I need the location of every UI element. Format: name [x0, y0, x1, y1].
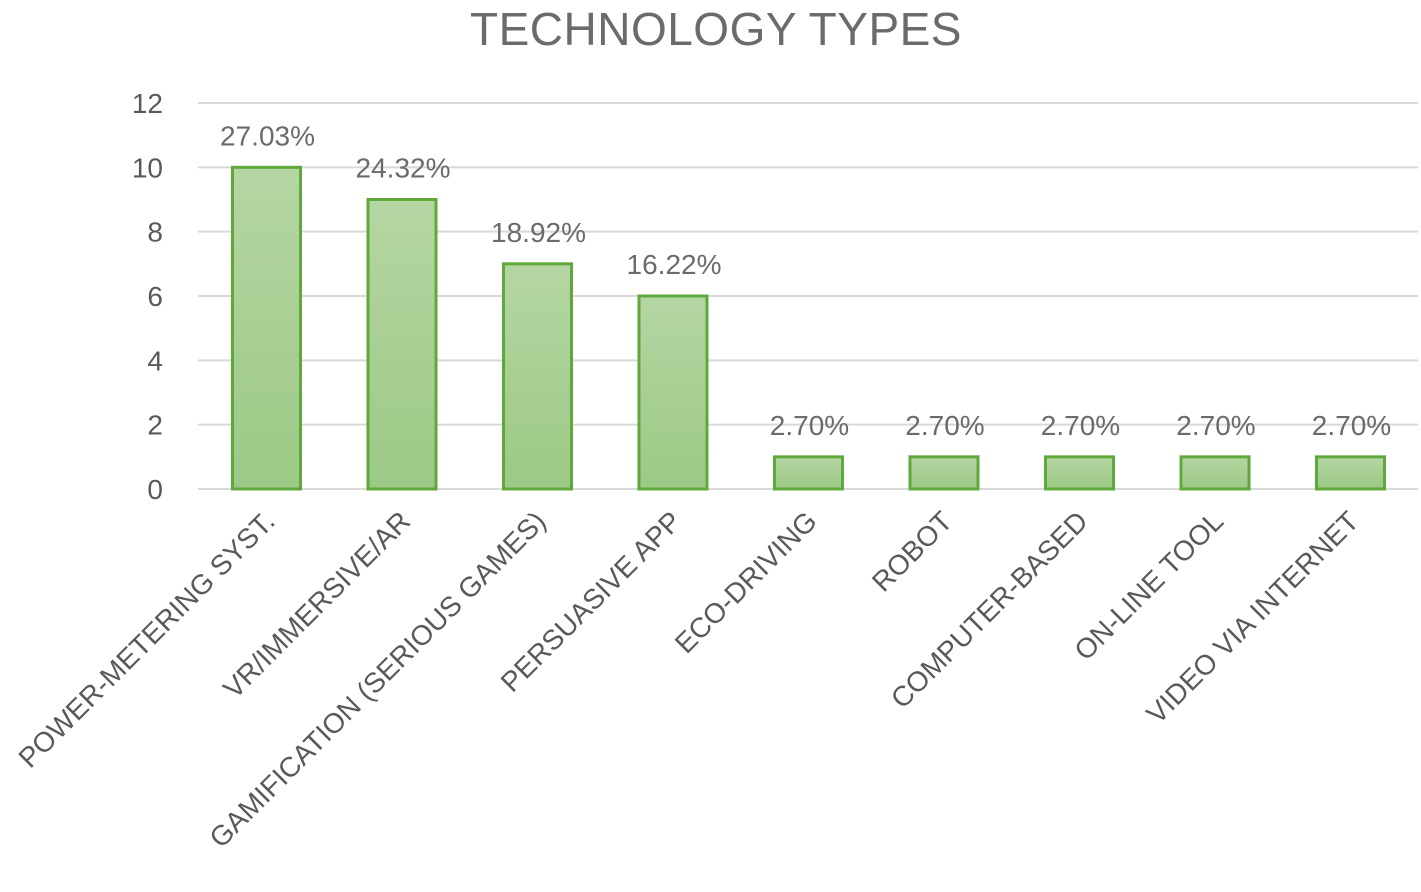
data-label: 2.70%: [1176, 410, 1255, 441]
data-label: 2.70%: [770, 410, 849, 441]
y-tick-label: 2: [147, 410, 163, 441]
data-label: 24.32%: [356, 153, 451, 184]
data-labels: 27.03% 24.32% 18.92% 16.22% 2.70% 2.70% 2.70% 2…: [220, 120, 1391, 441]
y-tick-label: 6: [147, 281, 163, 312]
y-axis: 0 2 4 6 8 10 12: [132, 88, 163, 505]
bar: [502, 262, 573, 491]
bar: [1179, 455, 1251, 491]
y-tick-label: 4: [147, 345, 163, 376]
x-tick-label: ECO-DRIVING: [669, 505, 823, 659]
bar: [773, 455, 844, 491]
data-label: 2.70%: [1041, 410, 1120, 441]
bar: [908, 455, 980, 491]
bar: [366, 198, 438, 491]
data-label: 2.70%: [905, 410, 984, 441]
x-tick-label: ROBOT: [866, 505, 958, 597]
y-tick-label: 8: [147, 217, 163, 248]
bar: [231, 165, 302, 491]
x-tick-label: POWER-METERING SYST.: [12, 505, 280, 773]
data-label: 27.03%: [220, 120, 315, 151]
y-tick-label: 10: [132, 152, 163, 183]
y-tick-label: 0: [147, 474, 163, 505]
bar: [1315, 455, 1386, 491]
data-label: 18.92%: [491, 217, 586, 248]
chart-title: TECHNOLOGY TYPES: [470, 3, 962, 55]
y-tick-label: 12: [132, 88, 163, 119]
bar: [1044, 455, 1115, 491]
x-axis: POWER-METERING SYST.VR/IMMERSIVE/ARGAMIF…: [12, 505, 1364, 853]
bar: [637, 294, 709, 491]
data-label: 2.70%: [1312, 410, 1391, 441]
bars: [231, 165, 1386, 491]
data-label: 16.22%: [627, 249, 722, 280]
